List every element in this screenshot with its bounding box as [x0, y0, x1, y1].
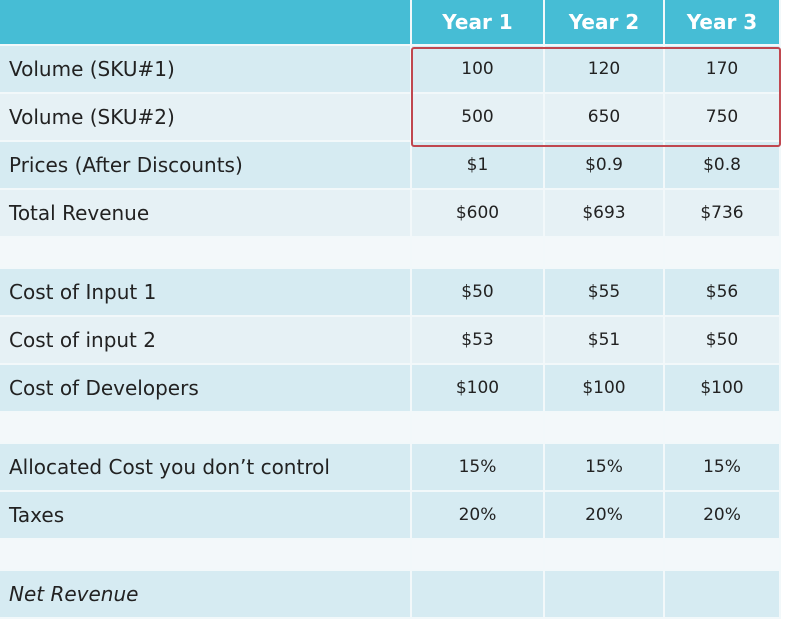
row-label: Volume (SKU#1) — [0, 45, 412, 94]
spacer — [544, 412, 665, 444]
cell: $53 — [411, 316, 545, 365]
cell: $0.9 — [544, 141, 665, 190]
cell: 650 — [544, 93, 665, 142]
cell — [664, 570, 781, 619]
cell: $55 — [544, 268, 665, 317]
cell: $600 — [411, 189, 545, 238]
spacer — [544, 237, 665, 269]
cell: 120 — [544, 45, 665, 94]
cell: 15% — [411, 443, 545, 492]
cell: $100 — [411, 364, 545, 413]
cell: 170 — [664, 45, 781, 94]
row-label: Cost of input 2 — [0, 316, 412, 365]
cell: $100 — [664, 364, 781, 413]
row-label: Allocated Cost you don’t control — [0, 443, 412, 492]
cell: 750 — [664, 93, 781, 142]
spacer — [0, 237, 412, 269]
cell: 15% — [664, 443, 781, 492]
header-blank-cell — [0, 0, 412, 46]
cell: $1 — [411, 141, 545, 190]
spacer — [664, 539, 781, 571]
row-label: Prices (After Discounts) — [0, 141, 412, 190]
header-row: Year 1 Year 2 Year 3 — [0, 0, 781, 46]
cell: $56 — [664, 268, 781, 317]
table-row: Volume (SKU#2) 500 650 750 — [0, 93, 781, 142]
table-row: Prices (After Discounts) $1 $0.9 $0.8 — [0, 141, 781, 190]
table-row: Taxes 20% 20% 20% — [0, 491, 781, 540]
spacer — [411, 412, 545, 444]
spacer — [411, 539, 545, 571]
cell: 20% — [544, 491, 665, 540]
cell: $0.8 — [664, 141, 781, 190]
row-label: Volume (SKU#2) — [0, 93, 412, 142]
cell: 20% — [411, 491, 545, 540]
spacer-row — [0, 539, 781, 571]
table-row: Volume (SKU#1) 100 120 170 — [0, 45, 781, 94]
table-row: Cost of Input 1 $50 $55 $56 — [0, 268, 781, 317]
cell: 100 — [411, 45, 545, 94]
spacer — [411, 237, 545, 269]
spacer — [0, 412, 412, 444]
table-row-net-revenue: Net Revenue — [0, 570, 781, 619]
cell — [411, 570, 545, 619]
cell: 15% — [544, 443, 665, 492]
cell: 20% — [664, 491, 781, 540]
table-row: Cost of Developers $100 $100 $100 — [0, 364, 781, 413]
spacer — [544, 539, 665, 571]
table-row: Cost of input 2 $53 $51 $50 — [0, 316, 781, 365]
cell: $693 — [544, 189, 665, 238]
cell: $50 — [664, 316, 781, 365]
spacer — [0, 539, 412, 571]
row-label: Taxes — [0, 491, 412, 540]
cell — [544, 570, 665, 619]
cell: $51 — [544, 316, 665, 365]
header-year-2: Year 2 — [544, 0, 665, 46]
cell: 500 — [411, 93, 545, 142]
row-label: Cost of Developers — [0, 364, 412, 413]
spacer — [664, 412, 781, 444]
row-label: Net Revenue — [0, 570, 412, 619]
table-row: Total Revenue $600 $693 $736 — [0, 189, 781, 238]
header-year-1: Year 1 — [411, 0, 545, 46]
spacer — [664, 237, 781, 269]
spacer-row — [0, 412, 781, 444]
table-row: Allocated Cost you don’t control 15% 15% 15… — [0, 443, 781, 492]
row-label: Cost of Input 1 — [0, 268, 412, 317]
cell: $50 — [411, 268, 545, 317]
cell: $736 — [664, 189, 781, 238]
cell: $100 — [544, 364, 665, 413]
header-year-3: Year 3 — [664, 0, 781, 46]
row-label: Total Revenue — [0, 189, 412, 238]
spacer-row — [0, 237, 781, 269]
